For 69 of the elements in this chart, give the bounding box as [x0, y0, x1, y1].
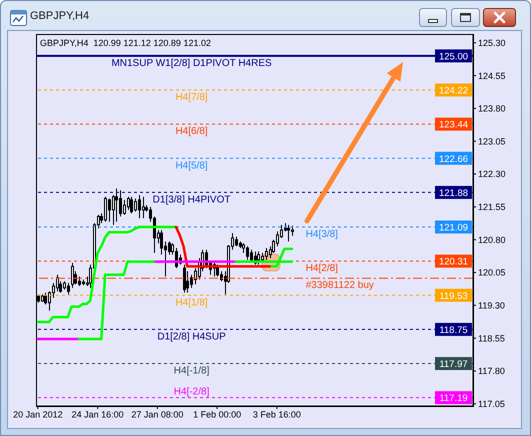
ref-line-label: H4[6/8]	[175, 126, 208, 138]
y-tick-label: 123.80	[478, 104, 506, 114]
candlestick	[44, 292, 47, 305]
ref-line-label: H4[-2/8]	[174, 386, 210, 398]
chart-title: GBPJPY,H4	[30, 10, 90, 22]
annotation: 120.31	[438, 256, 468, 268]
candlestick	[291, 225, 294, 236]
ref-line-label: H4[-1/8]	[174, 366, 210, 377]
candlestick	[123, 199, 126, 216]
candlestick	[265, 248, 268, 260]
y-tick-label: 125.30	[478, 38, 506, 48]
y-tick-label: 118.55	[478, 333, 505, 344]
y-tick-label: 124.55	[478, 70, 506, 81]
ref-line-label: H4[7/8]	[175, 92, 208, 104]
annotation: 122.66	[438, 154, 468, 165]
y-tick-label: 120.80	[478, 234, 506, 245]
annotation: 118.75	[439, 324, 468, 336]
ref-line-label: #33981122 buy	[306, 280, 374, 292]
candlestick	[183, 264, 186, 294]
annotation: 121.09	[438, 222, 468, 234]
candlestick	[287, 224, 290, 242]
ref-line-label: H4[1/8]	[175, 297, 208, 308]
candlestick	[71, 262, 74, 288]
ref-line-label: H4[2/8]	[306, 263, 338, 274]
ref-line-label: H4[3/8]	[306, 229, 338, 240]
candlestick	[108, 198, 111, 222]
x-tick-label: 24 Jan 16:00	[72, 409, 124, 420]
candlestick	[242, 242, 245, 254]
y-tick-label: 120.05	[478, 268, 506, 278]
y-tick-label: 117.05	[478, 399, 505, 410]
x-tick-label: 20 Jan 2012	[13, 409, 63, 420]
candlestick	[190, 274, 193, 288]
candlestick	[127, 196, 130, 210]
candlestick	[104, 196, 107, 222]
y-tick-label: 119.30	[478, 300, 505, 311]
candlestick	[56, 274, 59, 292]
candlestick	[78, 276, 81, 287]
annotation: 125.00	[438, 51, 468, 62]
ref-line-label: MN1SUP W1[2/8] D1PIVOT H4RES	[111, 58, 272, 69]
ref-line-label: D1[3/8] H4PIVOT	[152, 194, 230, 206]
x-tick-label: 3 Feb 16:00	[252, 409, 301, 420]
candlestick	[257, 251, 260, 266]
y-tick-label: 122.30	[478, 169, 506, 180]
ref-line-label: D1[2/8] H4SUP	[157, 331, 226, 342]
candlestick	[115, 188, 118, 222]
annotation: 117.97	[439, 359, 468, 370]
candlestick	[134, 198, 137, 212]
candlestick	[119, 190, 122, 217]
candlestick	[168, 240, 171, 256]
annotation: 117.19	[439, 393, 468, 404]
annotation: 124.22	[438, 86, 468, 97]
candlestick	[67, 282, 70, 295]
candlestick	[160, 230, 163, 256]
annotation: 119.53	[439, 290, 468, 302]
candlestick	[142, 196, 145, 219]
x-tick-label: 27 Jan 08:00	[131, 409, 184, 420]
candlestick	[186, 270, 189, 294]
x-tick-label: 1 Feb 00:00	[193, 409, 242, 420]
annotation: 121.88	[438, 188, 468, 199]
chart-subtitle: GBPJPY,H4 120.99 121.12 120.89 121.02	[40, 38, 211, 48]
candlestick	[246, 246, 249, 260]
candlestick	[235, 236, 238, 247]
annotation: 123.44	[438, 120, 468, 131]
y-tick-label: 117.80	[478, 366, 505, 376]
candlestick	[130, 196, 133, 214]
y-tick-label: 121.55	[478, 202, 506, 212]
ref-line-label: H4[5/8]	[175, 160, 208, 172]
candlestick	[138, 194, 141, 219]
y-tick-label: 123.05	[478, 136, 506, 146]
